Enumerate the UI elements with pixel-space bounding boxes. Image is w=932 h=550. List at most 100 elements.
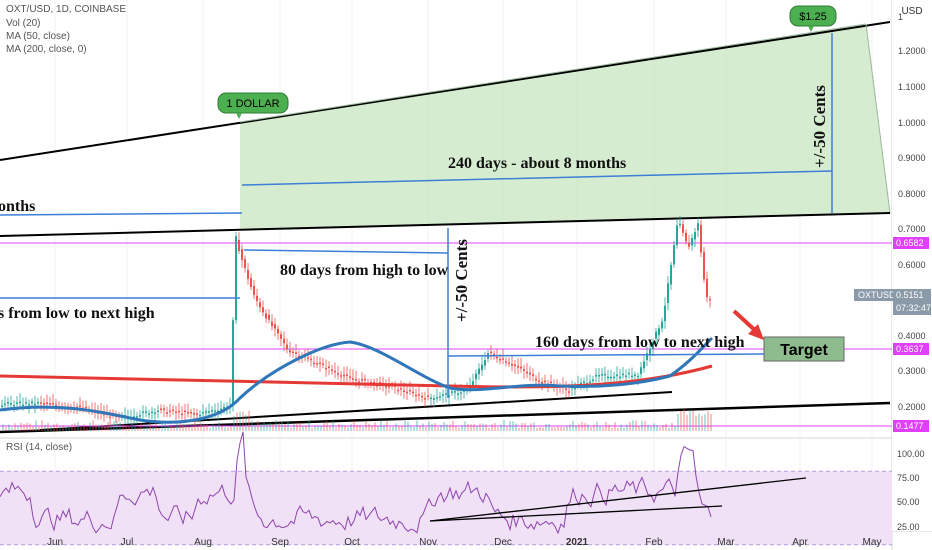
candle-body	[244, 258, 246, 268]
volume-bar	[488, 427, 490, 431]
candle-body	[532, 374, 534, 376]
volume-bar	[533, 422, 535, 431]
volume-bar	[62, 425, 64, 431]
candle-body	[76, 406, 78, 409]
volume-bar	[191, 426, 193, 431]
volume-bar	[683, 409, 685, 431]
volume-bar	[143, 427, 145, 431]
candle-body	[319, 362, 321, 365]
candle-body	[136, 416, 138, 418]
volume-bar	[341, 424, 343, 431]
volume-bar	[116, 420, 118, 431]
candle-body	[649, 348, 651, 356]
volume-bar	[263, 421, 265, 431]
candle-body	[196, 413, 198, 415]
candle-body	[250, 278, 252, 288]
volume-bar	[131, 422, 133, 431]
volume-bar	[587, 424, 589, 431]
rsi-trendline-up	[429, 477, 807, 522]
price-tick: 0.2000	[898, 402, 926, 412]
candle-body	[352, 378, 354, 380]
volume-bar	[272, 424, 274, 431]
volume-bar	[686, 414, 688, 431]
candle-body	[694, 232, 696, 240]
volume-bar	[293, 424, 295, 431]
candle-body	[274, 324, 276, 329]
volume-bar	[617, 427, 619, 431]
volume-bar	[413, 426, 415, 431]
volume-bar	[419, 425, 421, 431]
candle-body	[25, 402, 27, 404]
candle-body	[448, 395, 450, 397]
volume-bar	[371, 425, 373, 431]
volume-bar	[590, 427, 592, 431]
mid-trendline	[0, 212, 891, 237]
volume-bar	[47, 422, 49, 431]
volume-bar	[515, 423, 517, 431]
volume-bar	[320, 425, 322, 431]
lower-trendline	[0, 401, 891, 434]
candle-body	[316, 363, 318, 365]
volume-bar	[575, 425, 577, 431]
level-badge-1	[893, 343, 929, 355]
candle-body	[163, 408, 165, 410]
volume-bar	[173, 427, 175, 431]
volume-bar	[89, 422, 91, 431]
candle-body	[277, 328, 279, 334]
volume-bar	[497, 427, 499, 431]
volume-bar	[287, 420, 289, 431]
volume-bar	[596, 421, 598, 431]
volume-bar	[107, 422, 109, 431]
volume-bar	[491, 424, 493, 431]
candle-body	[184, 410, 186, 413]
volume-bar	[281, 421, 283, 431]
candle-body	[637, 375, 639, 378]
candle-body	[433, 398, 435, 400]
volume-bar	[98, 424, 100, 431]
volume-bar	[605, 421, 607, 431]
time-tick: 2021	[566, 537, 589, 548]
volume-bar	[608, 424, 610, 431]
volume-bar	[80, 426, 82, 431]
candle-body	[505, 361, 507, 363]
volume-bar	[323, 423, 325, 431]
volume-bar	[161, 422, 163, 431]
candle-body	[223, 407, 225, 409]
candle-body	[364, 378, 366, 381]
measure-240	[241, 170, 833, 186]
volume-bar	[203, 424, 205, 431]
candle-body	[160, 408, 162, 411]
volume-bar	[83, 424, 85, 431]
candle-body	[262, 307, 264, 313]
volume-bar	[383, 424, 385, 431]
candle-body	[190, 411, 192, 414]
volume-bar	[440, 424, 442, 431]
rsi-tick: 50.00	[897, 497, 920, 507]
volume-bar	[641, 420, 643, 431]
volume-bar	[188, 427, 190, 431]
candle-body	[445, 393, 447, 395]
level-badge-0	[893, 237, 929, 249]
bubble-1-dollar	[217, 92, 289, 114]
volume-bar	[179, 421, 181, 431]
volume-bar	[308, 420, 310, 431]
volume-bar	[257, 420, 259, 431]
volume-bar	[563, 427, 565, 431]
candle-body	[52, 403, 54, 405]
candle-body	[622, 373, 624, 376]
candle-body	[685, 232, 687, 242]
volume-bar	[140, 423, 142, 431]
candle-body	[361, 379, 363, 381]
volume-bar	[653, 423, 655, 431]
candle-body	[313, 362, 315, 365]
candle-body	[208, 411, 210, 413]
symbol-title: OXT/USD, 1D, COINBASE	[6, 4, 127, 15]
volume-bar	[626, 424, 628, 431]
volume-bar	[671, 423, 673, 431]
volume-bar	[125, 425, 127, 431]
bubble-125-label: $1.25	[799, 11, 827, 23]
volume-bar	[212, 424, 214, 431]
volume-bar	[26, 422, 28, 431]
candle-body	[340, 375, 342, 377]
